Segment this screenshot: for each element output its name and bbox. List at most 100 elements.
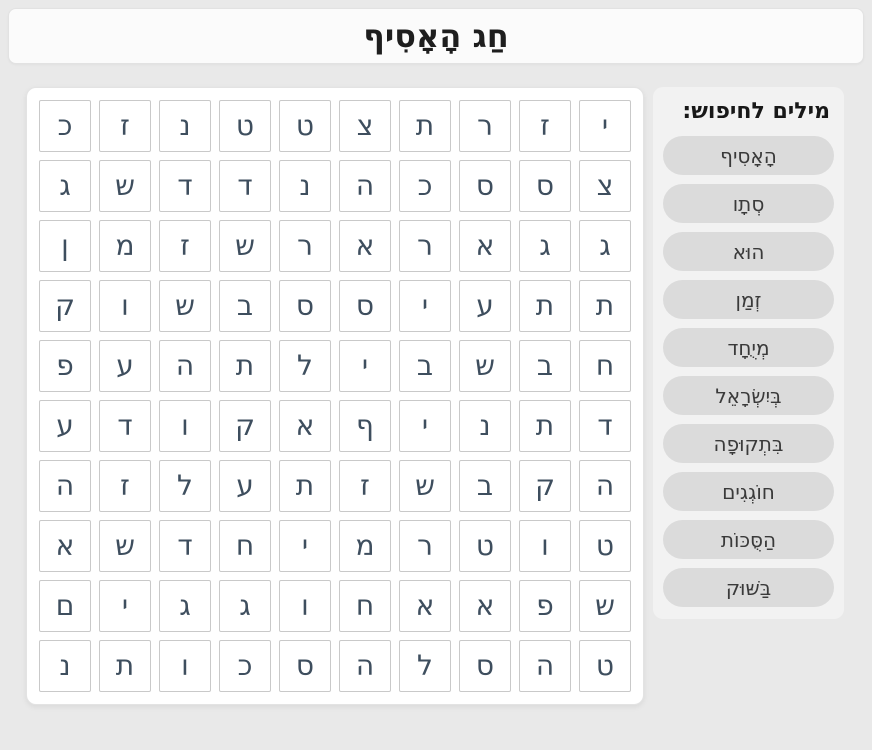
grid-cell[interactable]: ג: [39, 160, 91, 212]
grid-cell[interactable]: א: [39, 520, 91, 572]
grid-cell[interactable]: מ: [99, 220, 151, 272]
grid-cell[interactable]: ח: [219, 520, 271, 572]
grid-cell[interactable]: ז: [99, 460, 151, 512]
grid-cell[interactable]: ת: [279, 460, 331, 512]
grid-cell[interactable]: ד: [159, 520, 211, 572]
grid-cell[interactable]: ת: [519, 280, 571, 332]
grid-cell[interactable]: ש: [459, 340, 511, 392]
grid-cell[interactable]: ה: [159, 340, 211, 392]
grid-cell[interactable]: י: [279, 520, 331, 572]
grid-cell[interactable]: ב: [219, 280, 271, 332]
grid-cell[interactable]: ש: [219, 220, 271, 272]
word-chip[interactable]: בְּיִשְׂרָאֵל: [663, 376, 834, 415]
grid-cell[interactable]: ג: [219, 580, 271, 632]
grid-cell[interactable]: ג: [579, 220, 631, 272]
grid-cell[interactable]: ש: [579, 580, 631, 632]
grid-cell[interactable]: ו: [159, 640, 211, 692]
word-chip[interactable]: הוּא: [663, 232, 834, 271]
grid-cell[interactable]: ע: [219, 460, 271, 512]
grid-cell[interactable]: י: [579, 100, 631, 152]
word-chip[interactable]: מְיֻחָד: [663, 328, 834, 367]
grid-cell[interactable]: פ: [519, 580, 571, 632]
grid-cell[interactable]: ה: [339, 160, 391, 212]
grid-cell[interactable]: ו: [159, 400, 211, 452]
grid-cell[interactable]: ה: [579, 460, 631, 512]
grid-cell[interactable]: ט: [579, 520, 631, 572]
grid-cell[interactable]: ש: [159, 280, 211, 332]
grid-cell[interactable]: א: [459, 220, 511, 272]
grid-cell[interactable]: ל: [159, 460, 211, 512]
grid-cell[interactable]: ט: [219, 100, 271, 152]
grid-cell[interactable]: ש: [99, 520, 151, 572]
grid-cell[interactable]: ר: [399, 220, 451, 272]
grid-cell[interactable]: ז: [339, 460, 391, 512]
grid-cell[interactable]: א: [339, 220, 391, 272]
grid-cell[interactable]: כ: [219, 640, 271, 692]
grid-cell[interactable]: ח: [339, 580, 391, 632]
grid-cell[interactable]: ד: [219, 160, 271, 212]
word-chip[interactable]: בִּתְקוּפָה: [663, 424, 834, 463]
word-chip[interactable]: הַסֻּכּוֹת: [663, 520, 834, 559]
grid-cell[interactable]: נ: [159, 100, 211, 152]
grid-cell[interactable]: ב: [399, 340, 451, 392]
grid-cell[interactable]: ק: [219, 400, 271, 452]
grid-cell[interactable]: נ: [279, 160, 331, 212]
grid-cell[interactable]: ט: [579, 640, 631, 692]
grid-cell[interactable]: נ: [459, 400, 511, 452]
grid-cell[interactable]: א: [279, 400, 331, 452]
grid-cell[interactable]: ד: [579, 400, 631, 452]
grid-cell[interactable]: ע: [39, 400, 91, 452]
word-chip[interactable]: זְמַן: [663, 280, 834, 319]
grid-cell[interactable]: צ: [579, 160, 631, 212]
grid-cell[interactable]: ר: [459, 100, 511, 152]
grid-cell[interactable]: ע: [459, 280, 511, 332]
grid-cell[interactable]: ל: [399, 640, 451, 692]
grid-cell[interactable]: ס: [339, 280, 391, 332]
grid-cell[interactable]: ח: [579, 340, 631, 392]
grid-cell[interactable]: ת: [99, 640, 151, 692]
grid-cell[interactable]: ש: [99, 160, 151, 212]
grid-cell[interactable]: ד: [99, 400, 151, 452]
grid-cell[interactable]: י: [339, 340, 391, 392]
word-chip[interactable]: חוֹגְגִים: [663, 472, 834, 511]
grid-cell[interactable]: נ: [39, 640, 91, 692]
grid-cell[interactable]: ס: [279, 640, 331, 692]
grid-cell[interactable]: ס: [459, 640, 511, 692]
grid-cell[interactable]: ד: [159, 160, 211, 212]
grid-cell[interactable]: ה: [519, 640, 571, 692]
grid-cell[interactable]: ז: [159, 220, 211, 272]
grid-cell[interactable]: צ: [339, 100, 391, 152]
word-chip[interactable]: סְתָו: [663, 184, 834, 223]
grid-cell[interactable]: א: [399, 580, 451, 632]
grid-cell[interactable]: כ: [399, 160, 451, 212]
grid-cell[interactable]: ו: [279, 580, 331, 632]
grid-cell[interactable]: מ: [339, 520, 391, 572]
grid-cell[interactable]: ס: [519, 160, 571, 212]
grid-cell[interactable]: ו: [99, 280, 151, 332]
grid-cell[interactable]: ט: [279, 100, 331, 152]
grid-cell[interactable]: ב: [459, 460, 511, 512]
grid-cell[interactable]: ע: [99, 340, 151, 392]
grid-cell[interactable]: ר: [279, 220, 331, 272]
grid-cell[interactable]: ר: [399, 520, 451, 572]
grid-cell[interactable]: ג: [159, 580, 211, 632]
grid-cell[interactable]: ג: [519, 220, 571, 272]
grid-cell[interactable]: ז: [99, 100, 151, 152]
grid-cell[interactable]: ת: [579, 280, 631, 332]
grid-cell[interactable]: ט: [459, 520, 511, 572]
grid-cell[interactable]: ק: [519, 460, 571, 512]
grid-cell[interactable]: ה: [39, 460, 91, 512]
grid-cell[interactable]: ב: [519, 340, 571, 392]
word-chip[interactable]: בַּשּׁוּק: [663, 568, 834, 607]
grid-cell[interactable]: פ: [39, 340, 91, 392]
grid-cell[interactable]: ת: [519, 400, 571, 452]
grid-cell[interactable]: ו: [519, 520, 571, 572]
grid-cell[interactable]: ס: [459, 160, 511, 212]
grid-cell[interactable]: ן: [39, 220, 91, 272]
word-chip[interactable]: הָאָסִיף: [663, 136, 834, 175]
grid-cell[interactable]: י: [399, 400, 451, 452]
grid-cell[interactable]: א: [459, 580, 511, 632]
grid-cell[interactable]: ף: [339, 400, 391, 452]
grid-cell[interactable]: ז: [519, 100, 571, 152]
grid-cell[interactable]: ם: [39, 580, 91, 632]
